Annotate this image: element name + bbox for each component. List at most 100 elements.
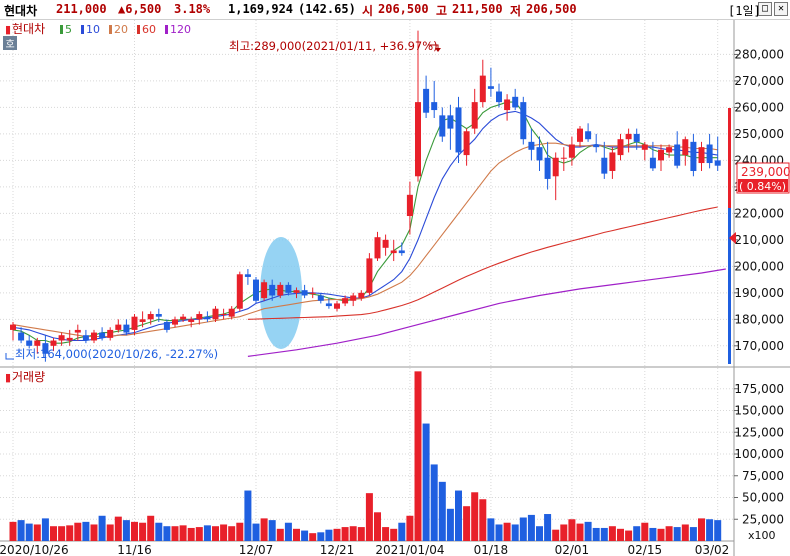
candle	[10, 321, 16, 341]
candle	[439, 107, 446, 142]
candle	[633, 128, 640, 150]
volume-bar	[25, 523, 33, 541]
volume-tick-label: 25,000	[742, 512, 784, 526]
candle	[58, 332, 65, 346]
volume-bar	[17, 520, 25, 541]
stock-name[interactable]: 현대차	[4, 4, 38, 18]
candle	[617, 133, 624, 161]
price-tick-label: 170,000	[734, 339, 784, 353]
volume-bar	[228, 526, 236, 541]
volume-bar	[608, 526, 616, 541]
candle	[26, 335, 33, 349]
volume-bar	[592, 527, 600, 541]
candle	[520, 96, 527, 145]
candle	[220, 308, 227, 320]
volume-bar	[617, 528, 624, 541]
volume-bar	[131, 521, 138, 541]
candle	[496, 83, 502, 108]
candle	[512, 88, 519, 111]
candle	[431, 80, 438, 119]
candle	[350, 292, 357, 307]
volume-bar	[487, 518, 495, 541]
ma-line-20	[12, 142, 718, 338]
volume-bar	[317, 532, 325, 541]
candle	[66, 329, 73, 346]
candle	[706, 133, 713, 169]
ma-line-60	[247, 206, 718, 320]
price-tick-label: 280,000	[734, 47, 784, 61]
candle	[649, 141, 656, 171]
candle	[34, 337, 41, 354]
candle	[123, 319, 130, 336]
volume-bar	[195, 527, 203, 541]
volume-bar	[600, 527, 608, 541]
candle	[406, 181, 413, 235]
candle	[228, 306, 235, 320]
open-label: 시	[362, 4, 374, 18]
volume-bar	[365, 493, 373, 541]
volume-bar	[252, 523, 260, 541]
volume-unit: x100	[748, 529, 776, 542]
candle	[666, 144, 673, 158]
candle	[577, 125, 583, 148]
low-price: 206,500	[526, 2, 577, 16]
volume-bar	[552, 529, 560, 541]
candle	[188, 316, 195, 328]
volume-bar	[568, 519, 576, 541]
volume-bar	[341, 527, 349, 541]
volume-bar	[633, 526, 641, 541]
volume-bar	[689, 527, 697, 541]
candle	[147, 311, 154, 325]
price-tick-label: 200,000	[734, 259, 784, 273]
current-price: 211,000	[56, 2, 107, 16]
volume-bar	[325, 529, 333, 541]
volume-tick-label: 125,000	[734, 425, 784, 439]
volume-bar	[203, 525, 211, 541]
candle	[334, 300, 340, 312]
volume-bar	[179, 525, 187, 541]
price-tick-label: 270,000	[734, 74, 784, 88]
restore-icon[interactable]: □	[758, 2, 772, 16]
candle	[196, 311, 203, 325]
volume-bar	[301, 530, 309, 541]
volume-bar	[98, 515, 106, 541]
volume-bar	[357, 527, 365, 541]
volume-bar	[430, 464, 438, 541]
volume-bar	[544, 514, 552, 541]
candle	[342, 295, 349, 307]
candle	[155, 308, 162, 322]
volume-bar	[519, 517, 527, 541]
close-icon[interactable]: ✕	[774, 2, 788, 16]
price-tick-label: 180,000	[734, 312, 784, 326]
period-selector[interactable]: [1일]	[728, 4, 761, 18]
side-button-label: 호	[6, 39, 15, 51]
candle	[244, 268, 251, 285]
legend-marker: ▮	[5, 23, 11, 36]
volume-bar	[495, 524, 503, 541]
date-tick-label: 02/15	[628, 543, 663, 556]
candle	[253, 276, 259, 304]
candle	[309, 287, 316, 299]
volume-bar	[66, 525, 74, 541]
candle	[261, 279, 268, 301]
range-bar-up	[728, 108, 731, 208]
volume-bar	[9, 521, 17, 541]
candle	[447, 104, 454, 150]
volume-tick-label: 75,000	[742, 469, 784, 483]
candle	[42, 335, 49, 362]
side-button[interactable]	[3, 36, 17, 50]
candle	[139, 311, 146, 328]
candle	[552, 152, 559, 201]
volume-bar	[438, 481, 446, 541]
legend-stock-name: 현대차	[12, 22, 45, 36]
legend-ma-label: 20	[114, 23, 128, 36]
current-price-pointer-icon	[729, 232, 736, 244]
legend-ma-swatch	[81, 25, 84, 34]
date-tick-label: 03/02	[695, 543, 730, 556]
legend-ma-label: 120	[170, 23, 191, 36]
ma-line-10	[12, 110, 718, 342]
volume-ratio: (142.65)	[298, 2, 356, 16]
candle	[107, 327, 114, 341]
volume-tick-label: 150,000	[734, 404, 784, 418]
candle	[471, 88, 478, 134]
